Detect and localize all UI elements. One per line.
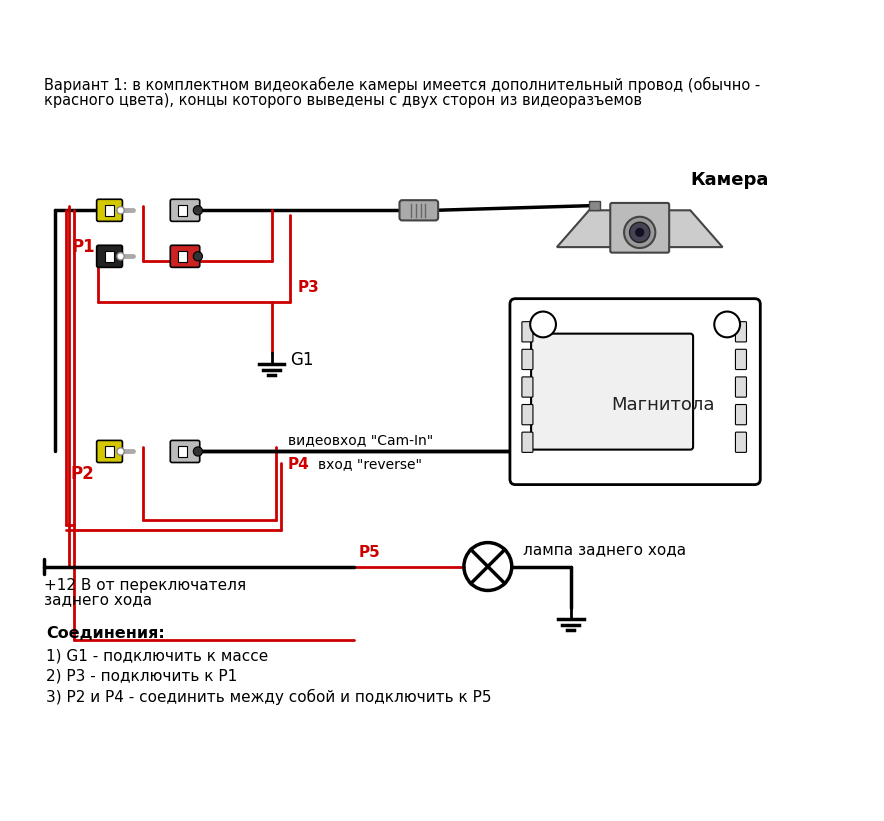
Circle shape <box>714 311 740 337</box>
Polygon shape <box>667 210 722 247</box>
Bar <box>105 204 114 216</box>
Text: 3) Р2 и Р4 - соединить между собой и подключить к Р5: 3) Р2 и Р4 - соединить между собой и под… <box>46 689 492 705</box>
FancyBboxPatch shape <box>522 377 533 397</box>
FancyBboxPatch shape <box>96 245 122 268</box>
Circle shape <box>117 207 125 214</box>
Bar <box>178 204 187 216</box>
Text: лампа заднего хода: лампа заднего хода <box>522 543 686 557</box>
Text: P1: P1 <box>71 238 95 256</box>
Text: Камера: Камера <box>690 171 769 189</box>
Circle shape <box>117 253 125 260</box>
Bar <box>105 446 114 457</box>
FancyBboxPatch shape <box>735 349 746 369</box>
Text: заднего хода: заднего хода <box>44 592 152 608</box>
Bar <box>589 201 600 210</box>
FancyBboxPatch shape <box>96 440 122 462</box>
Bar <box>178 250 187 262</box>
Text: G1: G1 <box>290 351 314 369</box>
Circle shape <box>629 222 650 242</box>
FancyBboxPatch shape <box>96 200 122 222</box>
Circle shape <box>635 227 644 237</box>
Bar <box>105 250 114 262</box>
FancyBboxPatch shape <box>735 432 746 452</box>
FancyBboxPatch shape <box>522 349 533 369</box>
FancyBboxPatch shape <box>171 245 200 268</box>
Circle shape <box>194 206 202 215</box>
Bar <box>178 446 187 457</box>
Text: 1) G1 - подключить к массе: 1) G1 - подключить к массе <box>46 649 268 663</box>
Polygon shape <box>557 210 612 247</box>
Circle shape <box>624 217 655 248</box>
FancyBboxPatch shape <box>171 440 200 462</box>
Text: вход "reverse": вход "reverse" <box>317 457 422 471</box>
Circle shape <box>194 252 202 261</box>
FancyBboxPatch shape <box>735 377 746 397</box>
FancyBboxPatch shape <box>522 432 533 452</box>
Text: Соединения:: Соединения: <box>46 626 164 641</box>
FancyBboxPatch shape <box>510 299 760 484</box>
Text: красного цвета), концы которого выведены с двух сторон из видеоразъемов: красного цвета), концы которого выведены… <box>44 94 642 108</box>
FancyBboxPatch shape <box>171 200 200 222</box>
Text: 2) Р3 - подключить к Р1: 2) Р3 - подключить к Р1 <box>46 668 237 684</box>
Text: +12 В от переключателя: +12 В от переключателя <box>44 577 247 593</box>
FancyBboxPatch shape <box>735 322 746 342</box>
FancyBboxPatch shape <box>531 333 693 450</box>
Text: Р5: Р5 <box>359 545 381 560</box>
Text: Магнитола: Магнитола <box>611 397 714 415</box>
FancyBboxPatch shape <box>522 322 533 342</box>
Circle shape <box>117 447 125 455</box>
FancyBboxPatch shape <box>735 405 746 424</box>
Text: Вариант 1: в комплектном видеокабеле камеры имеется дополнительный провод (обычн: Вариант 1: в комплектном видеокабеле кам… <box>44 77 760 93</box>
FancyBboxPatch shape <box>400 200 438 220</box>
Text: Р3: Р3 <box>297 280 319 295</box>
Text: Р4: Р4 <box>288 456 310 472</box>
FancyBboxPatch shape <box>610 203 669 253</box>
Text: видеовход "Cam-In": видеовход "Cam-In" <box>288 433 433 447</box>
FancyBboxPatch shape <box>522 405 533 424</box>
Circle shape <box>194 447 202 456</box>
Circle shape <box>530 311 556 337</box>
Text: P2: P2 <box>71 466 95 484</box>
